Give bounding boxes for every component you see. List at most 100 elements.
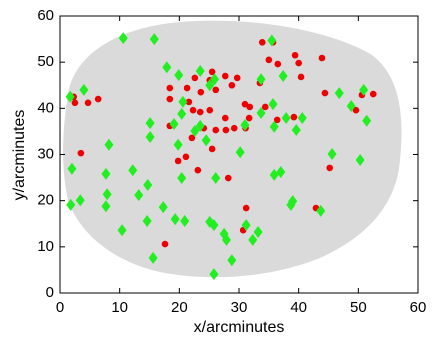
circle-point bbox=[197, 88, 205, 96]
diamond-point bbox=[297, 112, 307, 125]
diamond-point bbox=[195, 64, 205, 77]
diamond-point bbox=[170, 213, 180, 226]
circle-point bbox=[273, 116, 281, 124]
diamond-point bbox=[174, 69, 184, 82]
circle-point bbox=[94, 95, 102, 103]
diamond-point bbox=[235, 146, 245, 159]
circle-point bbox=[265, 56, 273, 64]
y-tick-label: 20 bbox=[37, 192, 54, 209]
diamond-point bbox=[169, 118, 179, 131]
circle-point bbox=[183, 84, 191, 92]
diamond-point bbox=[178, 95, 188, 108]
circle-point bbox=[261, 103, 269, 111]
circle-point bbox=[352, 106, 360, 114]
circle-point bbox=[208, 145, 216, 153]
circle-point bbox=[290, 113, 298, 121]
circle-point bbox=[321, 89, 329, 97]
diamond-point bbox=[359, 83, 369, 96]
circle-point bbox=[212, 126, 220, 134]
diamond-point bbox=[104, 138, 114, 151]
diamond-point bbox=[221, 233, 231, 246]
circle-point bbox=[166, 95, 174, 103]
diamond-point bbox=[79, 83, 89, 96]
circle-point bbox=[258, 39, 266, 46]
x-tick-label: 10 bbox=[111, 299, 128, 316]
diamond-point bbox=[362, 114, 372, 127]
diamond-point bbox=[211, 172, 221, 185]
diamond-point bbox=[269, 120, 279, 133]
diamond-point bbox=[210, 73, 220, 86]
circle-point bbox=[191, 74, 199, 82]
diamond-point bbox=[148, 251, 158, 264]
circle-point bbox=[194, 166, 202, 174]
diamond-point bbox=[162, 61, 172, 74]
diamond-point bbox=[334, 87, 344, 100]
y-tick-label: 10 bbox=[37, 238, 54, 255]
diamond-point bbox=[145, 117, 155, 130]
diamond-point bbox=[128, 164, 138, 177]
circle-point bbox=[221, 114, 229, 122]
diamond-point bbox=[267, 34, 277, 47]
diamond-point bbox=[268, 98, 278, 111]
circle-point bbox=[230, 124, 238, 132]
diamond-point bbox=[180, 214, 190, 227]
diamond-point bbox=[209, 219, 219, 232]
circle-point bbox=[166, 84, 174, 92]
circle-point bbox=[297, 73, 305, 81]
y-tick-label: 60 bbox=[37, 7, 54, 24]
circle-point bbox=[188, 134, 196, 142]
x-tick-label: 50 bbox=[350, 299, 367, 316]
diamond-point bbox=[256, 73, 266, 86]
diamond-point bbox=[195, 119, 205, 132]
x-tick-label: 40 bbox=[290, 299, 307, 316]
circle-point bbox=[228, 81, 236, 89]
diamond-point bbox=[240, 118, 250, 131]
y-tick-label: 50 bbox=[37, 53, 54, 70]
diamond-point bbox=[101, 200, 111, 213]
y-tick-label: 40 bbox=[37, 99, 54, 116]
diamond-point bbox=[278, 70, 288, 83]
circle-point bbox=[224, 174, 232, 182]
circle-point bbox=[295, 59, 302, 67]
circle-point bbox=[182, 153, 190, 161]
diamond-point bbox=[253, 226, 263, 239]
x-tick-label: 0 bbox=[56, 299, 64, 316]
diamond-point bbox=[346, 100, 356, 113]
circle-point bbox=[222, 126, 230, 134]
circle-point bbox=[245, 114, 253, 122]
circle-point bbox=[246, 103, 254, 111]
diamond-point bbox=[327, 148, 337, 161]
x-tick-label: 30 bbox=[231, 299, 248, 316]
circle-point bbox=[369, 90, 377, 98]
diamond-point bbox=[177, 172, 187, 185]
circle-point bbox=[291, 51, 299, 59]
diamond-point bbox=[142, 214, 152, 227]
circle-point bbox=[212, 86, 220, 94]
diamond-point bbox=[291, 124, 301, 137]
y-axis-title: y/arcminutes bbox=[11, 110, 28, 201]
circle-point bbox=[161, 240, 169, 248]
diamond-point bbox=[276, 166, 286, 179]
diamond-point bbox=[316, 204, 326, 217]
circle-point bbox=[189, 106, 197, 114]
diamond-point bbox=[158, 201, 168, 214]
diamond-point bbox=[286, 198, 296, 211]
diamond-point bbox=[205, 79, 215, 92]
circle-point bbox=[206, 106, 214, 114]
diamond-point bbox=[209, 268, 219, 281]
diamond-point bbox=[75, 194, 85, 207]
diamond-point bbox=[177, 107, 187, 120]
x-axis-title: x/arcminutes bbox=[194, 319, 285, 336]
diamond-point bbox=[149, 33, 159, 46]
background-field bbox=[63, 20, 402, 278]
circle-point bbox=[77, 149, 85, 157]
diamond-point bbox=[248, 233, 258, 246]
circle-point bbox=[185, 98, 193, 106]
diamond-point bbox=[256, 106, 266, 119]
circle-point bbox=[174, 157, 182, 165]
diamond-point bbox=[227, 254, 237, 267]
diamond-point bbox=[190, 124, 200, 137]
diamond-point bbox=[201, 134, 211, 147]
diamond-point bbox=[134, 189, 144, 202]
diamond-point bbox=[66, 198, 76, 211]
